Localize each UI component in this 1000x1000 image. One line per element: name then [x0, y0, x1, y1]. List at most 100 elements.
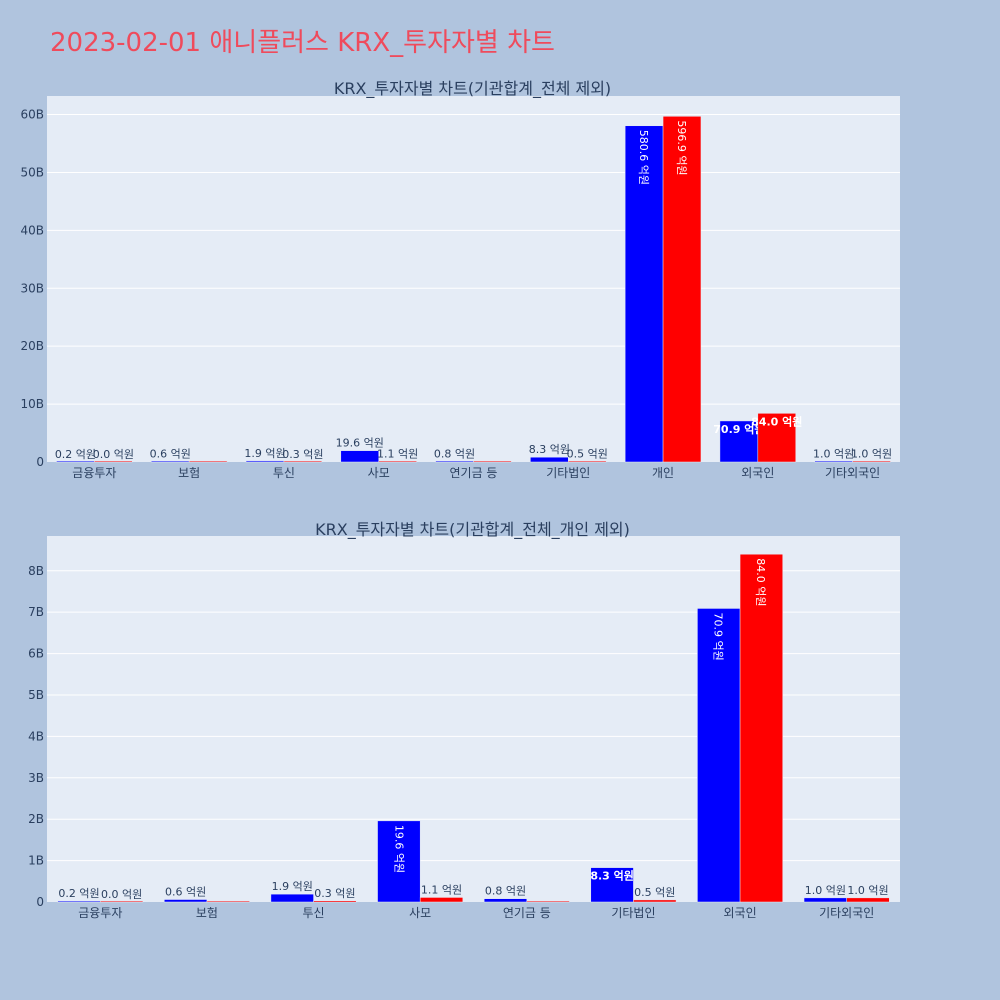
data-label: 0.3 억원 — [314, 887, 355, 900]
data-label: 0.0 억원 — [101, 888, 142, 901]
data-label: 1.1 억원 — [377, 447, 418, 460]
bar — [757, 413, 796, 463]
data-label: 0.3 억원 — [282, 448, 323, 461]
bar — [568, 460, 607, 463]
data-label: 19.6 억원 — [336, 437, 384, 450]
bar — [164, 899, 208, 903]
bar — [590, 867, 634, 903]
y-tick-label: 10B — [20, 397, 44, 411]
data-label: 0.5 억원 — [567, 448, 608, 461]
data-label: 0.5 억원 — [634, 886, 675, 899]
bar — [206, 900, 250, 903]
bar — [473, 460, 512, 463]
data-label: 8.3 억원 — [590, 869, 634, 883]
data-label: 0.8 억원 — [485, 885, 526, 898]
y-tick-label: 30B — [20, 281, 44, 295]
bar — [57, 900, 101, 903]
bar — [94, 460, 133, 463]
bar — [697, 608, 741, 903]
bar — [814, 460, 853, 463]
x-tick-label: 사모 — [368, 466, 390, 480]
data-label: 1.0 억원 — [847, 884, 888, 897]
x-tick-label: 금융투자 — [78, 906, 122, 920]
data-label: 0.8 억원 — [434, 448, 475, 461]
bar — [526, 900, 570, 903]
x-tick-label: 기타외국인 — [825, 466, 880, 480]
bar — [56, 460, 95, 463]
x-tick-label: 연기금 등 — [450, 466, 498, 480]
bar — [340, 450, 379, 463]
data-label: 84.0 억원 — [751, 414, 802, 428]
bar — [803, 897, 847, 903]
x-tick-label: 외국인 — [724, 906, 757, 920]
x-tick-label: 연기금 등 — [503, 906, 551, 920]
y-tick-label: 6B — [28, 647, 44, 661]
x-tick-label: 사모 — [409, 906, 431, 920]
data-label: 84.0 억원 — [754, 558, 767, 606]
data-label: 0.6 억원 — [165, 886, 206, 899]
bar — [270, 893, 314, 903]
data-label: 1.0 억원 — [813, 447, 854, 460]
bar — [313, 900, 357, 903]
x-tick-label: 보험 — [196, 906, 218, 920]
data-label: 1.9 억원 — [244, 447, 285, 460]
x-tick-label: 투신 — [273, 466, 295, 480]
data-label: 70.9 억원 — [712, 612, 725, 660]
data-label: 0.6 억원 — [150, 448, 191, 461]
bar — [530, 456, 569, 463]
chart-1: 0 10B 20B 30B 40B 50B 60B KRX_투자자별 차트(기관합계_전체 제… — [20, 79, 900, 480]
y-tick-label: 2B — [28, 812, 44, 826]
data-label: 1.0 억원 — [805, 884, 846, 897]
data-label: 19.6 억원 — [393, 825, 406, 873]
y-tick-label: 0 — [36, 455, 44, 469]
data-label: 1.0 억원 — [851, 447, 892, 460]
bar — [188, 460, 228, 463]
x-tick-label: 금융투자 — [72, 466, 116, 480]
bar — [624, 125, 664, 463]
bar — [378, 460, 417, 463]
bar — [633, 899, 677, 903]
data-label: 0.2 억원 — [55, 448, 96, 461]
bar — [245, 460, 285, 463]
bar — [377, 820, 421, 903]
data-label: 0.0 억원 — [93, 448, 134, 461]
bar — [846, 897, 890, 903]
y-tick-label: 5B — [28, 688, 44, 702]
bar — [662, 116, 702, 463]
bar — [739, 553, 783, 903]
bar — [100, 900, 144, 903]
bar — [852, 460, 891, 463]
bar — [435, 460, 474, 463]
y-tick-label: 0 — [36, 895, 44, 909]
page-title: 2023-02-01 애니플러스 KRX_투자자별 차트 — [50, 28, 555, 58]
bar — [283, 460, 323, 463]
data-label: 8.3 억원 — [529, 443, 570, 456]
data-label: 1.1 억원 — [421, 883, 462, 896]
bar — [483, 898, 528, 903]
x-tick-label: 외국인 — [741, 466, 774, 480]
x-tick-label: 기타법인 — [611, 906, 655, 920]
y-tick-label: 40B — [20, 223, 44, 237]
chart-2: 0 1B 2B 3B 4B 5B 6B 7B 8B KRX_투자자별 차트(기관합계_전체_개인 … — [28, 520, 900, 920]
y-tick-label: 3B — [28, 771, 44, 785]
y-tick-label: 8B — [28, 564, 44, 578]
x-tick-label: 기타법인 — [546, 466, 590, 480]
plot-area — [47, 96, 900, 462]
y-tick-label: 60B — [20, 108, 44, 122]
y-tick-label: 20B — [20, 339, 44, 353]
x-tick-label: 기타외국인 — [819, 906, 874, 920]
y-tick-label: 1B — [28, 854, 44, 868]
chart-title: KRX_투자자별 차트(기관합계_전체 제외) — [334, 79, 611, 99]
y-tick-label: 50B — [20, 165, 44, 179]
bar — [151, 460, 190, 463]
y-tick-label: 4B — [28, 729, 44, 743]
chart-title: KRX_투자자별 차트(기관합계_전체_개인 제외) — [315, 520, 630, 540]
y-tick-label: 7B — [28, 605, 44, 619]
data-label: 580.6 억원 — [637, 130, 650, 185]
bar — [419, 897, 464, 903]
x-tick-label: 보험 — [178, 466, 200, 480]
data-label: 596.9 억원 — [675, 120, 688, 175]
data-label: 70.9 억원 — [713, 422, 764, 436]
data-label: 1.9 억원 — [272, 880, 313, 893]
